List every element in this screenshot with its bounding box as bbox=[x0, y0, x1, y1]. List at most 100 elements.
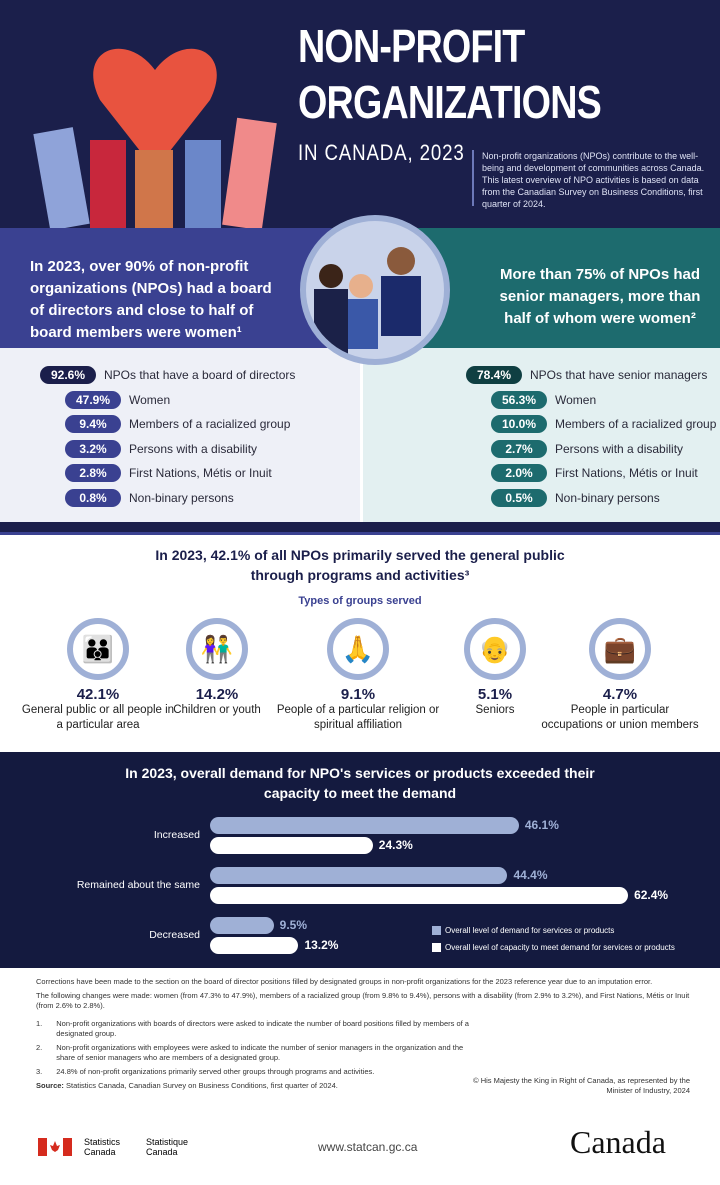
legend-swatch bbox=[432, 926, 441, 935]
capacity-bar bbox=[210, 837, 373, 854]
chart-title: In 2023, overall demand for NPO's servic… bbox=[0, 763, 720, 803]
group-value: 5.1% bbox=[477, 686, 513, 703]
footnote: 3. 24.8% of non-profit organizations prim… bbox=[36, 1067, 476, 1077]
stat-label: Women bbox=[129, 392, 171, 407]
group-served-item: 👴 5.1% Seniors bbox=[415, 618, 575, 718]
meeting-illustration bbox=[300, 215, 450, 365]
copyright: © His Majesty the King in Right of Canad… bbox=[473, 1076, 690, 1095]
statcan-logo: Statistics Canada Statistique Canada bbox=[38, 1137, 196, 1157]
group-served-item: 👫 14.2% Children or youth bbox=[137, 618, 297, 718]
bar-value-label: 9.5% bbox=[279, 918, 307, 932]
intro-text: Non-profit organizations (NPOs) contribu… bbox=[482, 151, 705, 209]
stat-value: 10.0% bbox=[491, 415, 547, 433]
board-stat-row: 3.2% Persons with a disability bbox=[65, 439, 258, 458]
footnote-number: 3. bbox=[36, 1067, 43, 1076]
group-value: 14.2% bbox=[195, 686, 239, 703]
group-label: People in particular occupations or unio… bbox=[541, 704, 699, 731]
canada-wordmark: Canada bbox=[570, 1124, 666, 1160]
board-stat-row: 47.9% Women bbox=[65, 390, 171, 409]
groups-subtitle: Types of groups served bbox=[298, 595, 422, 607]
praying-hands-icon: 🙏 bbox=[327, 618, 389, 680]
footnote-text: Non-profit organizations with employees … bbox=[56, 1043, 464, 1062]
groups-headline-text: In 2023, 42.1% of all NPOs primarily ser… bbox=[155, 547, 565, 583]
canada-flag-icon bbox=[38, 1138, 72, 1156]
managers-stat-row: 78.4% NPOs that have senior managers bbox=[466, 366, 707, 384]
managers-stat-row: 2.7% Persons with a disability bbox=[491, 439, 684, 458]
managers-headline: More than 75% of NPOs had senior manager… bbox=[499, 266, 701, 327]
stat-value: 0.8% bbox=[65, 488, 121, 507]
footnote-text: Non-profit organizations with boards of … bbox=[56, 1019, 469, 1038]
stat-value: 2.8% bbox=[65, 464, 121, 482]
correction-note: Corrections have been made to the sectio… bbox=[36, 977, 653, 986]
demand-bar bbox=[210, 817, 519, 834]
board-headline: In 2023, over 90% of non-profit organiza… bbox=[30, 258, 272, 341]
stat-value: 56.3% bbox=[491, 390, 547, 409]
correction-details: The following changes were made: women (… bbox=[36, 991, 690, 1010]
stat-value: 92.6% bbox=[40, 366, 96, 384]
group-value: 42.1% bbox=[76, 686, 120, 703]
demand-bar bbox=[210, 867, 508, 884]
stat-label: First Nations, Métis or Inuit bbox=[555, 466, 698, 480]
source: Source: Statistics Canada, Canadian Surv… bbox=[36, 1081, 696, 1091]
stat-label: Women bbox=[555, 392, 597, 407]
bar-value-label: 24.3% bbox=[378, 838, 413, 852]
bar-value-label: 46.1% bbox=[524, 818, 559, 832]
managers-stat-row: 10.0% Members of a racialized group bbox=[491, 415, 716, 433]
stat-label: Persons with a disability bbox=[129, 441, 258, 456]
title-line1: NON-PROFIT bbox=[298, 20, 525, 72]
demand-chart bbox=[0, 752, 720, 968]
footnote: 1. Non-profit organizations with boards o… bbox=[36, 1019, 476, 1039]
footnote-text: 24.8% of non-profit organizations primar… bbox=[56, 1067, 375, 1076]
capacity-bar bbox=[210, 937, 299, 954]
stat-label: Non-binary persons bbox=[555, 490, 660, 505]
stat-label: Non-binary persons bbox=[129, 490, 234, 505]
legend-item: Overall level of demand for services or … bbox=[432, 926, 614, 935]
board-stat-row: 92.6% NPOs that have a board of directors bbox=[40, 366, 295, 384]
bar-value-label: 13.2% bbox=[304, 938, 339, 952]
managers-stat-row: 0.5% Non-binary persons bbox=[491, 488, 660, 507]
footnotes: Corrections have been made to the sectio… bbox=[36, 977, 696, 1095]
group-served-item: 💼 4.7% People in particular occupations or… bbox=[540, 618, 700, 733]
legend-label: Overall level of demand for services or … bbox=[445, 926, 615, 935]
title-line3: IN CANADA, 2023 bbox=[298, 140, 465, 165]
stat-label: Persons with a disability bbox=[555, 441, 684, 456]
group-served-item: 🙏 9.1% People of a particular religion or … bbox=[258, 618, 458, 733]
managers-stat-row: 2.0% First Nations, Métis or Inuit bbox=[491, 464, 698, 482]
group-value: 4.7% bbox=[602, 686, 638, 703]
board-stat-row: 0.8% Non-binary persons bbox=[65, 488, 234, 507]
groups-headline: In 2023, 42.1% of all NPOs primarily ser… bbox=[0, 545, 720, 585]
source-text: Statistics Canada, Canadian Survey on Bu… bbox=[63, 1081, 338, 1090]
section-divider bbox=[0, 522, 720, 535]
stat-label: Members of a racialized group bbox=[129, 417, 291, 431]
stat-label: First Nations, Métis or Inuit bbox=[129, 466, 272, 480]
stat-value: 2.0% bbox=[491, 464, 547, 482]
statcan-en: Statistics Canada bbox=[84, 1137, 121, 1157]
category-label: Remained about the same bbox=[76, 879, 200, 891]
statcan-fr: Statistique Canada bbox=[146, 1137, 189, 1157]
divider-line bbox=[472, 150, 474, 206]
legend-swatch bbox=[432, 943, 441, 952]
bar-value-label: 44.4% bbox=[513, 868, 548, 882]
stat-label: NPOs that have senior managers bbox=[530, 368, 708, 382]
stat-value: 47.9% bbox=[65, 390, 121, 409]
stat-value: 0.5% bbox=[491, 488, 547, 507]
group-label: Seniors bbox=[475, 704, 515, 716]
source-label: Source: bbox=[36, 1081, 64, 1090]
group-label: General public or all people in a partic… bbox=[21, 704, 175, 731]
group-value: 9.1% bbox=[340, 686, 376, 703]
capacity-bar bbox=[210, 887, 629, 904]
category-label: Increased bbox=[153, 829, 200, 841]
managers-stat-row: 56.3% Women bbox=[491, 390, 597, 409]
hands-heart-illustration bbox=[33, 48, 277, 228]
statcan-url-link[interactable]: www.statcan.gc.ca bbox=[318, 1140, 418, 1154]
legend-label: Overall level of capacity to meet demand… bbox=[445, 943, 675, 952]
footnote: 2. Non-profit organizations with employee… bbox=[36, 1043, 476, 1063]
footnote-number: 1. bbox=[36, 1019, 43, 1028]
chart-title-text: In 2023, overall demand for NPO's servic… bbox=[125, 765, 595, 801]
group-label: Children or youth bbox=[173, 704, 261, 716]
stat-value: 3.2% bbox=[65, 439, 121, 458]
demand-bar bbox=[210, 917, 274, 934]
header: NON-PROFIT ORGANIZATIONS IN CANADA, 2023… bbox=[0, 0, 720, 228]
stat-value: 2.7% bbox=[491, 439, 547, 458]
board-stat-row: 9.4% Members of a racialized group bbox=[65, 415, 290, 433]
